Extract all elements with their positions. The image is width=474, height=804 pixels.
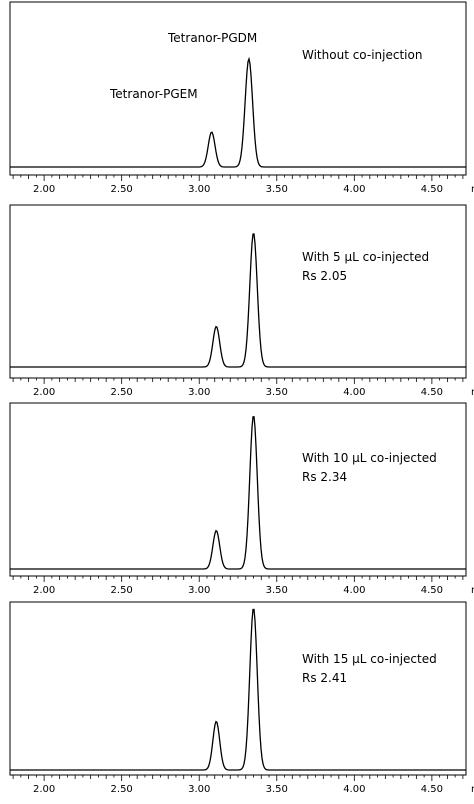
x-tick-label: 2.50 — [111, 184, 133, 195]
x-tick-label: 3.50 — [266, 184, 288, 195]
panel-annotation: With 5 µL co-injected — [302, 250, 429, 264]
x-tick-label: 2.00 — [33, 585, 55, 596]
panel-annotation: Rs 2.34 — [302, 470, 347, 484]
x-unit-label: min — [471, 784, 474, 795]
chromatogram-panel-4: 2.00 2.50 3.00 3.50 4.00 4.50 min With 15 µL co… — [9, 601, 474, 795]
panel-annotation: Tetranor-PGEM — [109, 87, 198, 101]
panel-annotation: With 10 µL co-injected — [302, 451, 437, 465]
x-tick-label: 2.00 — [33, 184, 55, 195]
x-tick-label: 3.00 — [188, 184, 210, 195]
x-tick-label: 3.50 — [266, 784, 288, 795]
x-unit-label: min — [471, 387, 474, 398]
panel-annotation: Without co-injection — [302, 48, 422, 62]
panel-annotation: With 15 µL co-injected — [302, 652, 437, 666]
x-tick-label: 2.00 — [33, 387, 55, 398]
x-tick-label: 2.50 — [111, 784, 133, 795]
chromatogram-panel-2: 2.00 2.50 3.00 3.50 4.00 4.50 min With 5 µL co-… — [9, 204, 474, 398]
plot-frame — [9, 1, 467, 176]
chromatogram-panel-3: 2.00 2.50 3.00 3.50 4.00 4.50 min With 10 µL co… — [9, 402, 474, 596]
chromatogram-trace — [10, 608, 466, 771]
chromatogram-trace — [10, 415, 466, 570]
panel-annotation: Tetranor-PGDM — [167, 31, 257, 45]
x-tick-label: 4.50 — [421, 784, 443, 795]
x-tick-label: 4.50 — [421, 184, 443, 195]
x-tick-label: 2.00 — [33, 784, 55, 795]
panel-annotation: Rs 2.41 — [302, 671, 347, 685]
x-tick-label: 4.00 — [343, 585, 365, 596]
plot-frame — [9, 204, 467, 379]
plot-frame — [9, 402, 467, 577]
x-tick-label: 3.00 — [188, 784, 210, 795]
x-tick-label: 2.50 — [111, 387, 133, 398]
x-tick-label: 4.50 — [421, 387, 443, 398]
x-tick-label: 3.50 — [266, 585, 288, 596]
x-tick-label: 4.00 — [343, 184, 365, 195]
x-tick-label: 4.50 — [421, 585, 443, 596]
x-tick-label: 4.00 — [343, 387, 365, 398]
chromatogram-panel-1: 2.00 2.50 3.00 3.50 4.00 4.50 min Tetranor-PGEM… — [9, 1, 474, 195]
x-tick-label: 3.00 — [188, 387, 210, 398]
x-unit-label: min — [471, 585, 474, 596]
x-unit-label: min — [471, 184, 474, 195]
panel-annotation: Rs 2.05 — [302, 269, 347, 283]
chromatogram-trace — [10, 233, 466, 368]
plot-frame — [9, 601, 467, 776]
x-tick-label: 3.00 — [188, 585, 210, 596]
x-tick-label: 2.50 — [111, 585, 133, 596]
chromatogram-trace — [10, 56, 466, 168]
x-tick-label: 4.00 — [343, 784, 365, 795]
x-tick-label: 3.50 — [266, 387, 288, 398]
